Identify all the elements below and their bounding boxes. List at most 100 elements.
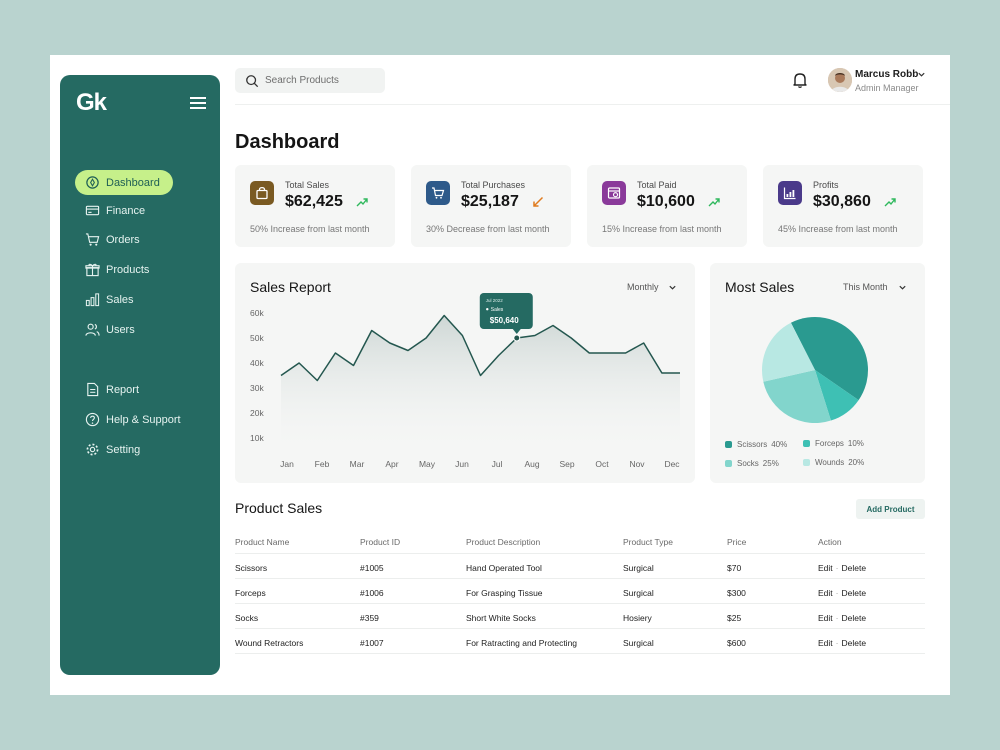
help-icon (85, 412, 100, 427)
y-tick-label: 40k (250, 358, 264, 368)
action-separator: · (835, 638, 839, 648)
pie-slice-socks[interactable] (763, 370, 831, 424)
dashboard-icon (86, 176, 99, 189)
add-product-button[interactable]: Add Product (856, 499, 925, 519)
x-tick-label: Jul (492, 459, 503, 469)
sidebar-item-label: Orders (106, 233, 140, 246)
cell-type: Surgical (623, 563, 654, 573)
legend-item-scissors: Scissors 40% (725, 440, 787, 449)
column-header: Product Name (235, 537, 290, 547)
gear-icon (86, 443, 99, 456)
delete-link[interactable]: Delete (841, 563, 867, 573)
most-sales-title: Most Sales (725, 279, 795, 295)
sidebar-item-report[interactable]: Report (75, 377, 173, 402)
pie-slice-wounds[interactable] (761, 322, 815, 382)
cell-product-id: #1005 (360, 563, 384, 573)
x-tick-label: Nov (629, 459, 645, 469)
sidebar-item-label: Products (106, 263, 150, 276)
sidebar: Gk Dashboard Finance Orders Products Sal… (60, 75, 220, 675)
gift-icon (85, 263, 100, 277)
cell-type: Surgical (623, 638, 654, 648)
edit-link[interactable]: Edit (818, 638, 833, 648)
row-actions: Edit · Delete (818, 588, 866, 598)
sidebar-item-orders[interactable]: Orders (75, 227, 173, 252)
sales-report-title: Sales Report (250, 279, 331, 295)
tooltip-value: $50,640 (490, 316, 519, 325)
shopping-bag-icon (250, 181, 274, 205)
cell-product-name: Forceps (235, 588, 266, 598)
sidebar-item-label: Dashboard (106, 176, 160, 189)
chevron-down-icon[interactable] (898, 283, 907, 292)
period-dropdown[interactable]: Monthly (627, 282, 659, 292)
stat-value: $10,600 (637, 193, 695, 210)
edit-link[interactable]: Edit (818, 613, 833, 623)
column-header: Price (727, 537, 747, 547)
action-separator: · (835, 613, 839, 623)
invoice-icon (602, 181, 626, 205)
cart-icon (426, 181, 450, 205)
legend-item-socks: Socks 25% (725, 459, 779, 468)
product-table: Product Name Product ID Product Descript… (235, 532, 925, 654)
sidebar-item-dashboard[interactable]: Dashboard (75, 170, 173, 195)
search-icon (246, 74, 259, 87)
delete-link[interactable]: Delete (841, 613, 867, 623)
sidebar-item-label: Finance (106, 204, 146, 217)
y-tick-label: 10k (250, 433, 264, 443)
x-tick-label: Sep (559, 459, 574, 469)
stat-label: Profits (813, 180, 839, 190)
edit-link[interactable]: Edit (818, 563, 833, 573)
sidebar-item-sales[interactable]: Sales (75, 287, 173, 312)
stat-card-profits: Profits $30,860 45% Increase from last m… (763, 165, 923, 247)
logo[interactable]: Gk (76, 89, 107, 116)
cell-price: $25 (727, 613, 742, 623)
chevron-down-icon[interactable] (668, 283, 677, 292)
delete-link[interactable]: Delete (841, 588, 867, 598)
growth-chart-icon (778, 181, 802, 205)
y-tick-label: 60k (250, 308, 264, 318)
search-input[interactable]: Search Products (235, 68, 385, 93)
chart-tooltip (479, 293, 533, 329)
pie-slice-forceps[interactable] (815, 370, 859, 421)
finance-icon (85, 205, 100, 216)
edit-link[interactable]: Edit (818, 588, 833, 598)
sidebar-item-finance[interactable]: Finance (75, 198, 173, 223)
sidebar-item-products[interactable]: Products (75, 257, 173, 282)
report-icon (87, 382, 99, 397)
tooltip-marker (513, 334, 521, 342)
sidebar-item-help-support[interactable]: Help & Support (75, 407, 195, 432)
period-dropdown[interactable]: This Month (843, 282, 888, 292)
cell-product-id: #1007 (360, 638, 384, 648)
pie-slice-scissors[interactable] (790, 317, 869, 401)
row-actions: Edit · Delete (818, 638, 866, 648)
sidebar-item-users[interactable]: Users (75, 317, 173, 342)
most-sales-pie-chart[interactable] (710, 263, 925, 483)
x-tick-label: Aug (524, 459, 539, 469)
delete-link[interactable]: Delete (841, 638, 867, 648)
table-row: Scissors #1005 Hand Operated Tool Surgic… (235, 554, 925, 579)
cell-description: Short White Socks (466, 613, 536, 623)
app-window: Gk Dashboard Finance Orders Products Sal… (50, 55, 950, 695)
user-name[interactable]: Marcus Robb (855, 69, 919, 80)
chevron-down-icon[interactable] (917, 70, 926, 79)
x-tick-label: Jan (280, 459, 294, 469)
x-tick-label: Oct (595, 459, 609, 469)
stat-label: Total Sales (285, 180, 330, 190)
sales-area-chart[interactable]: 60k 50k 40k 30k 20k 10k Jan Feb Mar Apr May Jun Jul A… (235, 263, 695, 483)
action-separator: · (835, 588, 839, 598)
tooltip-series: Sales (491, 307, 504, 313)
sidebar-item-setting[interactable]: Setting (75, 437, 173, 462)
page-title: Dashboard (235, 131, 340, 153)
stat-label: Total Purchases (461, 180, 526, 190)
cell-description: For Ratracting and Protecting (466, 638, 578, 648)
avatar[interactable] (828, 68, 852, 92)
column-header: Product Type (623, 537, 673, 547)
trend-up-icon (884, 198, 896, 207)
column-header: Product ID (360, 537, 401, 547)
row-actions: Edit · Delete (818, 563, 866, 573)
hamburger-menu-icon[interactable] (190, 97, 206, 109)
x-tick-label: May (419, 459, 436, 469)
sidebar-item-label: Sales (106, 293, 134, 306)
x-tick-label: Apr (385, 459, 398, 469)
notification-bell-icon[interactable] (790, 70, 810, 90)
stat-value: $62,425 (285, 193, 343, 210)
